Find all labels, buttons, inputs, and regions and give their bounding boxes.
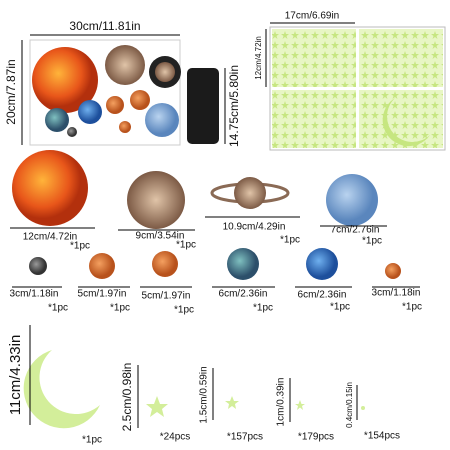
earth: [227, 248, 259, 280]
quantity: *24pcs: [160, 432, 191, 443]
size-label: 9cm/3.54in: [136, 231, 185, 242]
quantity: *1pc: [174, 305, 194, 316]
neptune: [326, 174, 378, 226]
saturn: [210, 177, 290, 209]
quantity: *1pc: [48, 303, 68, 314]
size-label: 3cm/1.18in: [10, 289, 59, 300]
quantity: *154pcs: [364, 431, 400, 442]
size-label: 5cm/1.97in: [142, 291, 191, 302]
pluto: [385, 263, 401, 279]
size-label: 6cm/2.36in: [298, 290, 347, 301]
quantity: *1pc: [280, 235, 300, 246]
quantity: *1pc: [82, 435, 102, 446]
size-label: 1.5cm/0.59in: [199, 366, 210, 423]
mercury: [29, 257, 47, 275]
size-label: 11cm/4.33in: [7, 335, 24, 416]
quantity: *1pc: [176, 240, 196, 251]
quantity: *1pc: [70, 241, 90, 252]
dim-label: 30cm/11.81in: [69, 19, 140, 33]
jupiter: [127, 171, 185, 229]
glow-sheet: [269, 26, 446, 151]
size-label: 1cm/0.39in: [276, 378, 287, 427]
uranus: [306, 248, 338, 280]
size-label: 7cm/2.76in: [331, 225, 380, 236]
size-label: 12cm/4.72in: [23, 232, 77, 243]
mars: [152, 251, 178, 277]
size-label: 2.5cm/0.98in: [120, 363, 134, 432]
sticker-sheet: [29, 39, 181, 146]
glow-star: [361, 406, 365, 410]
glow-star: [146, 396, 168, 417]
venus: [89, 253, 115, 279]
dim-label: 14.75cm/5.80in: [227, 65, 241, 147]
quantity: *1pc: [330, 302, 350, 313]
quantity: *1pc: [110, 303, 130, 314]
quantity: *179pcs: [298, 432, 334, 443]
quantity: *1pc: [402, 302, 422, 313]
size-label: 0.4cm/0.15in: [345, 382, 354, 428]
sun: [12, 150, 88, 226]
phone: [187, 68, 219, 144]
dim-label: 20cm/7.87in: [4, 59, 18, 124]
quantity: *157pcs: [227, 432, 263, 443]
dim-label: 12cm/4.72in: [254, 36, 263, 80]
size-label: 6cm/2.36in: [219, 289, 268, 300]
size-label: 3cm/1.18in: [372, 288, 421, 299]
glow-star: [295, 400, 305, 410]
size-label: 10.9cm/4.29in: [223, 222, 286, 233]
glow-star: [225, 396, 239, 409]
quantity: *1pc: [362, 236, 382, 247]
quantity: *1pc: [253, 303, 273, 314]
glow-moon: [23, 350, 100, 429]
dim-label: 17cm/6.69in: [285, 11, 339, 22]
size-label: 5cm/1.97in: [78, 289, 127, 300]
